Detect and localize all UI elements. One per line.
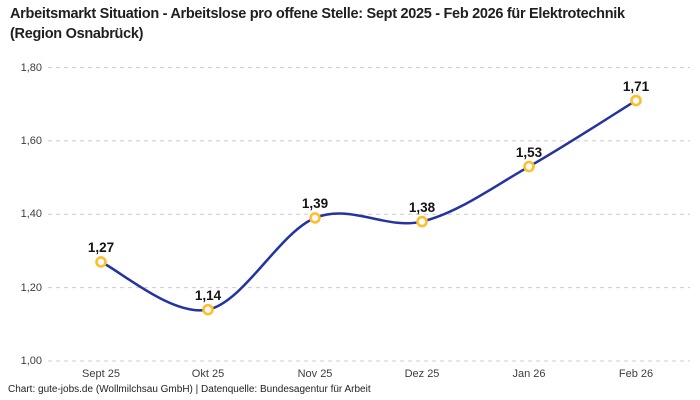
y-axis-tick-label: 1,20 [20, 281, 42, 294]
y-axis-tick-label: 1,40 [20, 208, 42, 221]
x-axis-tick-label: Jan 26 [512, 368, 546, 380]
trend-line [99, 99, 638, 312]
y-axis-tick-label: 1,60 [20, 134, 42, 147]
data-point-value-label: 1,14 [194, 287, 222, 303]
chart-title: Arbeitsmarkt Situation - Arbeitslose pro… [10, 6, 625, 42]
data-point-marker [416, 215, 428, 228]
data-point-marker [202, 303, 214, 316]
x-axis-tick-label: Okt 25 [191, 368, 225, 380]
x-axis-tick-label: Feb 26 [618, 368, 654, 380]
chart-footer-credit: Chart: gute-jobs.de (Wollmilchsau GmbH) … [8, 384, 371, 395]
data-point-value-label: 1,71 [622, 78, 650, 94]
y-axis-tick-label: 1,80 [20, 61, 42, 74]
data-point-value-label: 1,39 [301, 195, 329, 211]
data-point-marker [630, 94, 642, 107]
data-point-marker [523, 160, 535, 173]
data-point-marker [95, 256, 107, 268]
data-point-value-label: 1,27 [87, 239, 115, 255]
x-axis-tick-label: Dez 25 [404, 368, 440, 380]
x-axis-tick-label: Sept 25 [82, 368, 120, 380]
x-axis-tick-label: Nov 25 [297, 368, 333, 380]
data-point-value-label: 1,53 [515, 144, 543, 160]
data-point-marker [309, 212, 321, 224]
data-point-value-label: 1,38 [408, 199, 436, 215]
y-axis-tick-label: 1,00 [20, 355, 42, 367]
